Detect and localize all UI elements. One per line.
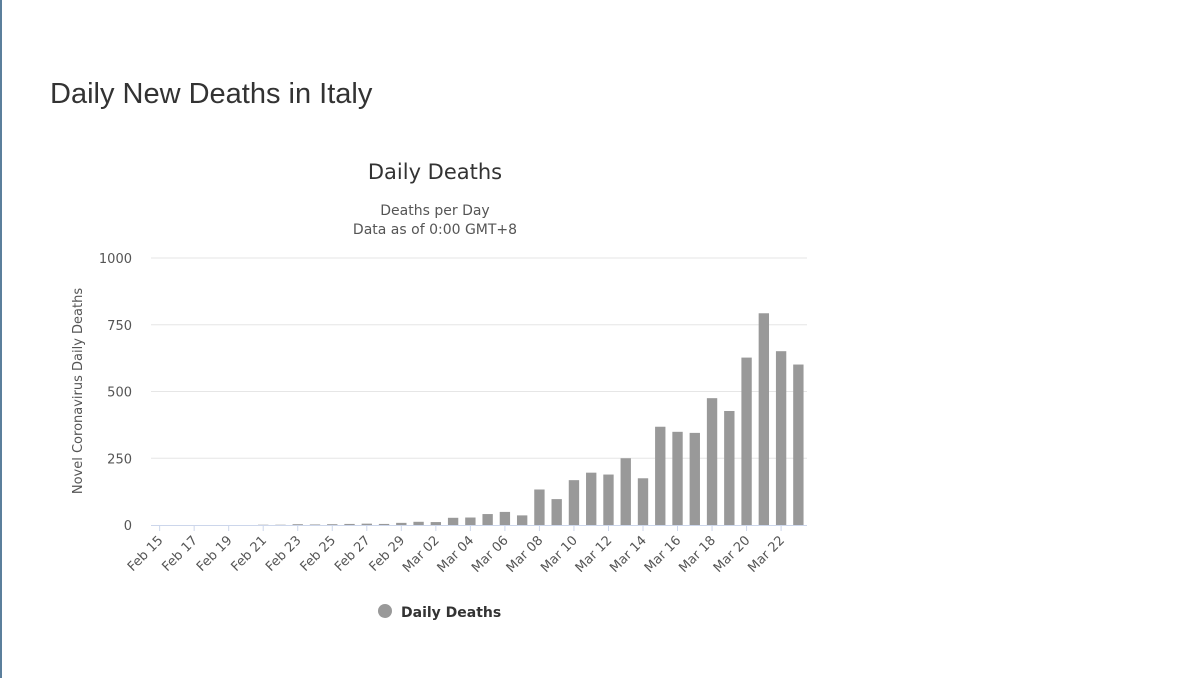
x-tick-label: Feb 15 bbox=[125, 533, 167, 575]
bar[interactable] bbox=[620, 458, 631, 525]
y-tick-label: 1000 bbox=[99, 252, 132, 267]
bar[interactable] bbox=[344, 523, 355, 525]
x-tick-label: Feb 25 bbox=[298, 533, 340, 575]
legend-item[interactable]: Daily Deaths bbox=[378, 604, 501, 621]
y-tick-label: 750 bbox=[107, 319, 132, 334]
page-title: Daily New Deaths in Italy bbox=[50, 78, 373, 110]
x-tick-label: Mar 16 bbox=[642, 533, 685, 576]
bar[interactable] bbox=[775, 351, 787, 525]
bar[interactable] bbox=[706, 398, 718, 525]
left-border bbox=[0, 0, 2, 678]
y-tick-label: 250 bbox=[107, 452, 132, 467]
bar[interactable] bbox=[758, 313, 770, 525]
chart-subtitle-line-1: Deaths per Day bbox=[380, 203, 489, 219]
bar[interactable] bbox=[499, 511, 511, 525]
x-tick-label: Feb 23 bbox=[263, 533, 305, 575]
x-tick-label: Feb 19 bbox=[194, 533, 236, 575]
bar[interactable] bbox=[516, 515, 528, 525]
bar[interactable] bbox=[361, 523, 372, 525]
bar[interactable] bbox=[672, 431, 683, 525]
legend-label: Daily Deaths bbox=[401, 605, 501, 621]
x-tick-label: Feb 21 bbox=[229, 533, 271, 575]
bar[interactable] bbox=[637, 478, 649, 525]
x-tick-label: Mar 06 bbox=[469, 533, 512, 576]
x-tick-label: Mar 04 bbox=[435, 533, 478, 576]
legend-marker bbox=[378, 604, 392, 618]
bar[interactable] bbox=[568, 480, 580, 525]
x-tick-label: Feb 29 bbox=[367, 533, 409, 575]
x-tick-label: Mar 20 bbox=[711, 533, 754, 576]
bar[interactable] bbox=[689, 432, 700, 525]
bar[interactable] bbox=[603, 474, 614, 525]
bar[interactable] bbox=[586, 472, 597, 525]
y-tick-label: 0 bbox=[124, 519, 132, 534]
bar[interactable] bbox=[482, 514, 493, 525]
bar[interactable] bbox=[655, 426, 666, 525]
chart-subtitle-line-2: Data as of 0:00 GMT+8 bbox=[353, 222, 517, 238]
bar[interactable] bbox=[430, 522, 442, 525]
bar[interactable] bbox=[396, 522, 407, 525]
x-tick-label: Mar 14 bbox=[607, 533, 650, 576]
x-tick-label: Mar 12 bbox=[573, 533, 616, 576]
x-tick-label: Feb 17 bbox=[159, 533, 201, 575]
x-tick-label: Mar 02 bbox=[400, 533, 443, 576]
bar[interactable] bbox=[465, 517, 476, 525]
x-tick-label: Feb 27 bbox=[332, 533, 374, 575]
chart-title: Daily Deaths bbox=[368, 160, 502, 184]
bar[interactable] bbox=[447, 517, 459, 525]
y-tick-label: 500 bbox=[107, 386, 132, 401]
y-axis-label: Novel Coronavirus Daily Deaths bbox=[71, 288, 86, 494]
bar[interactable] bbox=[378, 523, 390, 525]
bar[interactable] bbox=[413, 521, 424, 525]
x-tick-label: Mar 22 bbox=[745, 533, 788, 576]
x-tick-label: Mar 08 bbox=[504, 533, 547, 576]
bar[interactable] bbox=[724, 410, 735, 525]
bar[interactable] bbox=[309, 524, 321, 525]
x-tick-label: Mar 10 bbox=[538, 533, 581, 576]
bar[interactable] bbox=[534, 489, 545, 525]
bars bbox=[258, 313, 804, 525]
bar[interactable] bbox=[292, 524, 303, 525]
bar[interactable] bbox=[327, 524, 338, 525]
bar[interactable] bbox=[551, 499, 562, 525]
bar[interactable] bbox=[793, 364, 804, 525]
bar[interactable] bbox=[741, 357, 752, 525]
x-tick-label: Mar 18 bbox=[676, 533, 719, 576]
